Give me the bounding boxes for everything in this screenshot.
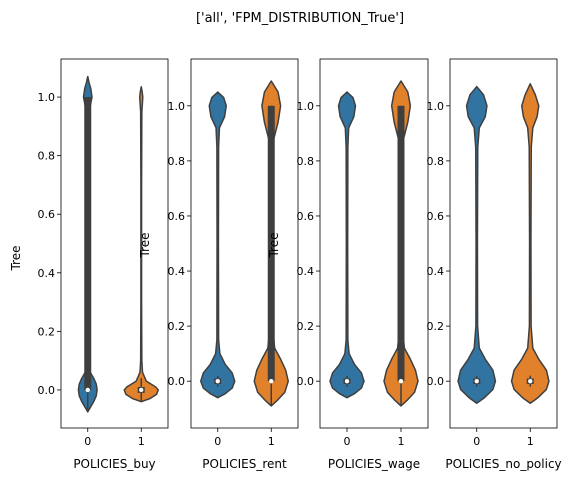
xtick-label-2-1: 1 [398,435,405,448]
ytick-label-1-5: 1.0 [168,100,186,113]
xtick-label-0-0: 0 [84,435,91,448]
violin-median-3-1 [528,378,533,384]
violin-body-3-1 [510,83,550,404]
violin-median-3-0 [474,378,479,384]
ytick-label-1-3: 0.6 [168,210,186,223]
x-axis-label-1: POLICIES_rent [202,457,287,471]
violin-body-3-0 [457,85,497,404]
ytick-label-3-0: 0.0 [427,375,445,388]
axes-frame-3 [449,58,558,429]
violin-median-2-1 [398,378,404,384]
violin-median-0-1 [139,387,144,393]
ytick-label-2-4: 0.8 [297,155,315,168]
violin-box-2-1 [397,105,405,382]
ytick-label-0-4: 0.8 [38,150,56,163]
ytick-label-2-0: 0.0 [297,375,315,388]
ytick-label-3-3: 0.6 [427,210,445,223]
violin-body-2-0 [329,91,365,399]
ytick-label-0-3: 0.6 [38,208,56,221]
ytick-label-0-5: 1.0 [38,91,56,104]
ytick-label-1-0: 0.0 [168,375,186,388]
panel-3: 0.0 0.2 0.4 0.6 0.8 1.0 0 1 POLICIES_no_policy [427,58,562,471]
ytick-label-2-5: 1.0 [297,100,315,113]
x-axis-label-0: POLICIES_buy [73,457,155,471]
xtick-label-2-0: 0 [344,435,351,448]
panel-1: 0.0 0.2 0.4 0.6 0.8 1.0 0 1 POLICIES_rent Tree [138,58,299,471]
ytick-label-0-1: 0.2 [38,325,56,338]
xtick-label-1-1: 1 [268,435,275,448]
violin-box-1-1 [267,105,275,382]
axes-frame-0 [60,58,169,429]
ytick-label-3-5: 1.0 [427,100,445,113]
violin-median-1-1 [269,378,274,384]
panel-2: 0.0 0.2 0.4 0.6 0.8 1.0 0 1 POLICIES_wage Tree [267,58,429,471]
ytick-label-1-2: 0.4 [168,265,186,278]
panel-0: 0.0 0.2 0.4 0.6 0.8 1.0 0 1 POLICIES_buy Tree [9,58,169,471]
axes-frame-2 [319,58,429,429]
y-axis-label-0: Tree [9,245,23,271]
x-axis-label-3: POLICIES_no_policy [445,457,561,471]
ytick-label-1-1: 0.2 [168,320,186,333]
violin-body-1-0 [200,91,236,399]
violin-median-0-0 [85,387,90,393]
axes-frame-1 [190,58,299,429]
violin-box-0-0 [84,97,92,390]
figure-title: ['all', 'FPM_DISTRIBUTION_True'] [196,11,404,26]
ytick-label-1-4: 0.8 [168,155,186,168]
ytick-label-2-3: 0.6 [297,210,315,223]
y-axis-label-2: Tree [267,232,281,258]
ytick-label-2-2: 0.4 [297,265,315,278]
ytick-label-0-2: 0.4 [38,267,56,280]
xtick-label-3-1: 1 [527,435,534,448]
xtick-label-1-0: 0 [214,435,221,448]
ytick-label-3-4: 0.8 [427,155,445,168]
y-axis-label-1: Tree [138,232,152,258]
ytick-label-3-1: 0.2 [427,320,445,333]
ytick-label-2-1: 0.2 [297,320,315,333]
violin-body-0-1 [123,86,159,403]
xtick-label-0-1: 1 [138,435,145,448]
violin-median-2-0 [344,378,350,384]
x-axis-label-2: POLICIES_wage [328,457,420,471]
ytick-label-3-2: 0.4 [427,265,445,278]
xtick-label-3-0: 0 [473,435,480,448]
violin-median-1-0 [215,378,220,384]
ytick-label-0-0: 0.0 [38,384,56,397]
panels: 0.00.20.40.60.81.00 1POLICIES_buyTree0.00… [9,58,562,471]
